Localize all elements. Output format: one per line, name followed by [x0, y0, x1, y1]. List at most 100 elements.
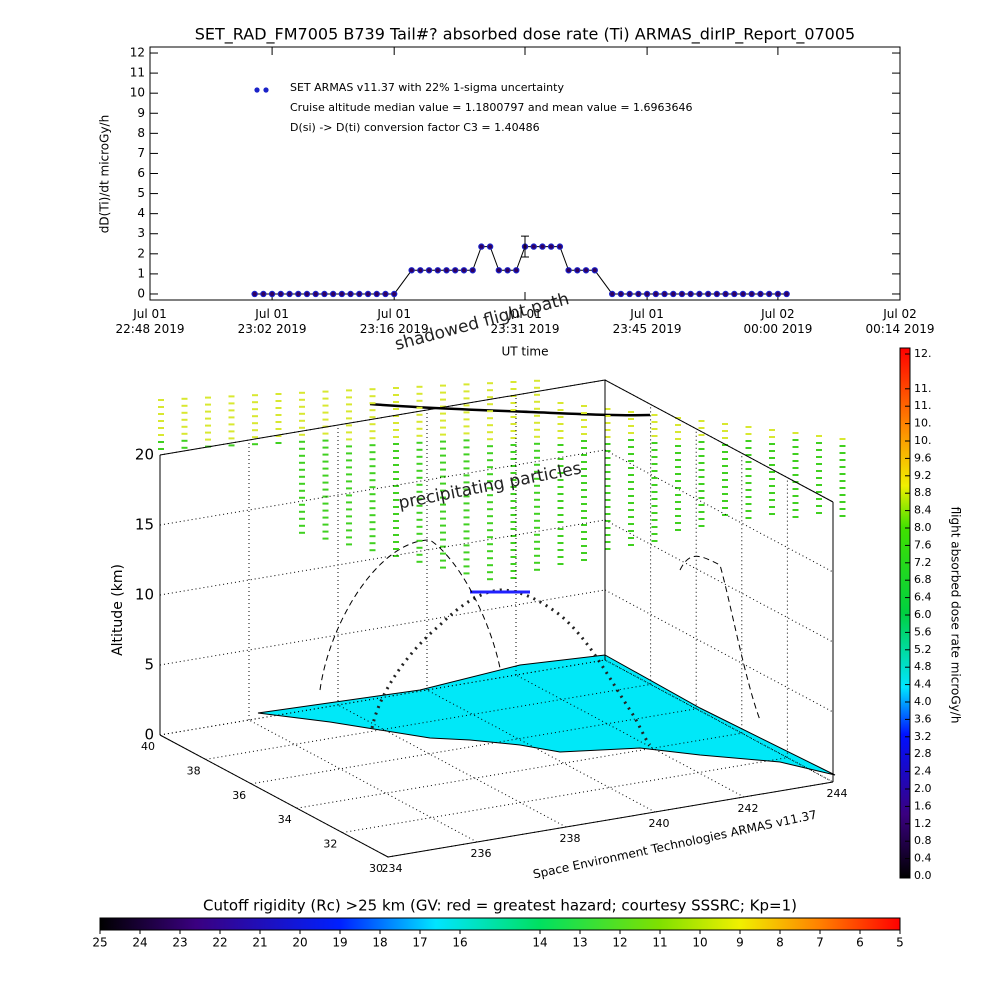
colorbar-tick-label: 7 [816, 936, 824, 950]
colorbar-tick-label: 19 [332, 936, 347, 950]
colorbar-tick-label: 6.8 [914, 573, 932, 586]
error-bar [521, 235, 529, 258]
x-tick-label: 242 [738, 802, 759, 815]
data-point [687, 290, 694, 298]
colorbar-tick-label: 0.4 [914, 852, 932, 865]
colorbar-tick-label: 18 [372, 936, 387, 950]
z-axis-label: Altitude (km) [110, 564, 126, 656]
y-tick-label: 1 [137, 266, 145, 280]
data-point [469, 267, 476, 274]
data-point [478, 243, 485, 250]
data-point [434, 267, 441, 274]
grid-line [604, 449, 834, 573]
data-point [530, 243, 537, 250]
y-tick-label: 5 [137, 186, 145, 200]
y-tick-label: 40 [141, 740, 155, 753]
colorbar-label: flight absorbed dose rate microGy/h [949, 507, 963, 724]
data-point [425, 267, 433, 274]
data-point [582, 267, 590, 274]
z-tick-label: 5 [144, 656, 154, 674]
data-point [635, 290, 642, 298]
data-point [312, 290, 319, 298]
data-point [696, 290, 703, 298]
x-axis-label: UT time [501, 345, 548, 359]
y-tick-label: 10 [130, 86, 145, 100]
data-point [609, 290, 616, 298]
data-point [539, 243, 546, 250]
chart-title: SET_RAD_FM7005 B739 Tail#? absorbed dose… [195, 25, 855, 45]
colorbar-tick-label: 7.2 [914, 556, 932, 569]
grid-line [604, 519, 834, 643]
y-tick-label: 4 [137, 206, 145, 220]
axis-line [387, 781, 834, 858]
colorbar-tick-label: 21 [252, 936, 267, 950]
colorbar-tick-label: 0.8 [914, 834, 932, 847]
data-point [722, 290, 729, 298]
colorbar-tick-label: 11. [914, 382, 932, 395]
legend-marker [254, 87, 260, 93]
z-tick-label: 15 [135, 516, 154, 534]
colorbar-tick-label: 22 [212, 936, 227, 950]
legend-label: SET ARMAS v11.37 with 22% 1-sigma uncert… [290, 81, 564, 94]
data-point [452, 267, 459, 274]
data-point [356, 290, 363, 298]
data-point [591, 267, 598, 274]
colorbar-tick-label: 0.0 [914, 869, 932, 882]
colorbar-tick-label: 7.6 [914, 538, 932, 551]
data-point [277, 290, 285, 298]
colorbar-tick-label: 10. [914, 417, 932, 430]
data-point [547, 243, 555, 250]
data-point [731, 290, 738, 298]
colorbar-tick-label: 23 [172, 936, 187, 950]
data-point [286, 290, 293, 298]
data-point [268, 290, 276, 298]
axis-line [604, 379, 834, 503]
axis-line [159, 734, 389, 858]
shadow-curve [319, 539, 501, 691]
data-point [303, 290, 311, 298]
data-point [713, 290, 721, 298]
data-point [704, 290, 712, 298]
colorbar-vertical [899, 347, 911, 879]
colorbar-tick-label: 17 [412, 936, 427, 950]
data-point [661, 290, 668, 298]
data-point [382, 290, 389, 298]
data-point [295, 290, 302, 298]
colorbar-tick-label: 10 [692, 936, 707, 950]
data-point [678, 290, 686, 298]
colorbar-tick-label: 1.2 [914, 817, 932, 830]
colorbar-tick-label: 6.0 [914, 608, 932, 621]
data-point [329, 290, 337, 298]
colorbar-tick-label: 5.6 [914, 625, 932, 638]
data-point [443, 267, 450, 274]
colorbar-tick-label: 10. [914, 434, 932, 447]
grid-line [205, 683, 651, 760]
y-tick-label: 3 [137, 226, 145, 240]
y-tick-label: 30 [369, 862, 383, 875]
shadow-curve [679, 555, 761, 721]
colorbar-tick-label: 8 [776, 936, 784, 950]
y-tick-label: 9 [137, 106, 145, 120]
data-point [565, 267, 572, 274]
grid-line [159, 589, 606, 666]
colorbar-tick-label: 24 [132, 936, 147, 950]
data-point [652, 290, 660, 298]
series-line [254, 246, 787, 295]
data-point [739, 290, 747, 298]
colorbar-label: Cutoff rigidity (Rc) >25 km (GV: red = g… [203, 897, 797, 915]
colorbar-tick-label: 2.4 [914, 765, 932, 778]
data-point [574, 267, 581, 274]
data-point [504, 267, 511, 274]
data-point [390, 290, 398, 298]
legend-marker [263, 87, 269, 93]
ground-map [257, 654, 836, 776]
y-tick-label: 36 [232, 789, 246, 802]
colorbar-tick-label: 3.2 [914, 730, 932, 743]
colorbar-tick-label: 13 [572, 936, 587, 950]
data-point [460, 267, 468, 274]
data-point [774, 290, 782, 298]
x-tick-label: Jul 01 22:48 2019 [116, 307, 185, 336]
grid-line [159, 449, 606, 526]
data-point [408, 267, 415, 274]
